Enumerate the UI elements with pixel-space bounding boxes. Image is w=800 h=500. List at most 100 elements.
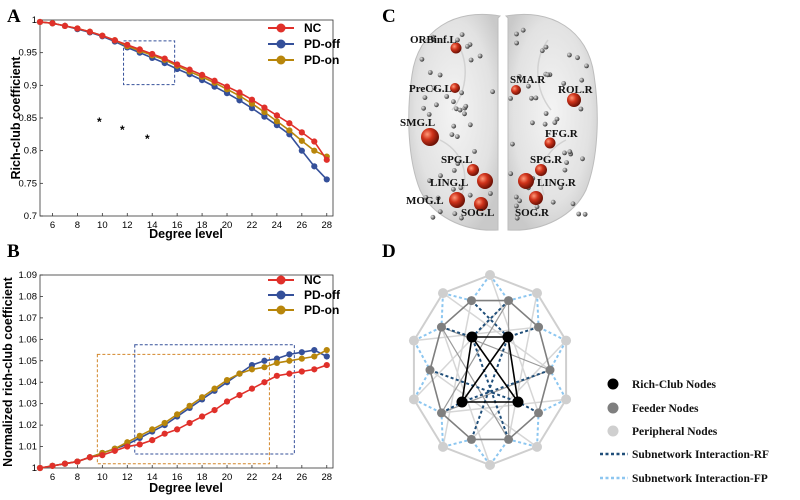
x-tick-label: 24 — [272, 220, 283, 231]
brain-gray-node — [421, 105, 426, 111]
brain-gray-node — [430, 34, 436, 40]
data-point-nc — [74, 458, 81, 465]
panel-a-highlight-box — [123, 40, 176, 86]
legend-b-pd-off-label: PD-off — [304, 288, 341, 302]
brain-gray-node — [514, 40, 519, 46]
data-point-nc — [248, 385, 256, 392]
brain-gray-node — [438, 173, 443, 179]
data-point-nc — [149, 437, 156, 444]
data-point-pd-off — [298, 147, 305, 154]
y-tick-label: 0.9 — [24, 80, 37, 91]
fp-edge — [508, 438, 538, 448]
peripheral-node — [437, 441, 448, 452]
panel-a-ylabel: Rich-club coefficient — [9, 56, 23, 180]
feeder-node — [504, 296, 514, 306]
peripheral-edge — [413, 398, 444, 448]
brain-gray-node — [435, 195, 441, 201]
feeder-node — [425, 365, 435, 375]
data-point-nc — [311, 138, 318, 145]
legend-feeder-label: Feeder Nodes — [632, 403, 699, 415]
x-tick-label: 8 — [75, 472, 80, 483]
panel-a-letter: A — [7, 6, 21, 27]
brain-gray-node — [451, 168, 457, 173]
data-point-nc — [124, 443, 131, 450]
feeder-edge — [508, 299, 540, 328]
rich-club-edge — [461, 336, 509, 403]
y-tick-label: 1.09 — [19, 270, 38, 281]
brain-gray-node — [517, 198, 522, 204]
legend-b-pd-on: PD-on — [268, 303, 339, 317]
brain-gray-node — [419, 56, 425, 62]
data-point-pd-on — [136, 432, 143, 439]
brain-gray-node — [453, 106, 459, 112]
panel-b-legend: NC PD-off PD-on — [268, 273, 341, 317]
feeder-edge — [508, 412, 540, 441]
data-point-nc — [174, 426, 181, 433]
data-point-nc — [136, 441, 143, 448]
peripheral-edge — [507, 293, 538, 440]
x-tick-label: 20 — [222, 220, 233, 231]
y-tick-label: 1.06 — [19, 334, 38, 345]
legend-a-pd-on-marker — [276, 55, 286, 65]
region-label-rol-r: ROL.R — [558, 84, 594, 96]
legend-feeder-marker — [607, 402, 619, 414]
legend-peripheral-label: Peripheral Nodes — [632, 426, 718, 438]
data-point-pd-on — [149, 426, 156, 433]
data-point-pd-on — [286, 127, 293, 134]
x-tick-label: 22 — [247, 220, 258, 231]
feeder-node — [436, 322, 446, 332]
peripheral-node — [485, 460, 495, 470]
feeder-node — [504, 434, 514, 444]
fp-edge — [442, 438, 472, 448]
region-node-orbinf-l — [450, 42, 462, 54]
peripheral-node — [532, 288, 543, 299]
fp-edge — [536, 412, 540, 447]
data-point-nc — [286, 120, 293, 127]
peripheral-edge — [470, 340, 567, 440]
fp-edge — [536, 293, 540, 328]
rich-club-edge — [471, 336, 519, 403]
network-edges — [412, 274, 568, 466]
data-point-nc — [111, 37, 118, 44]
region-node-ffg-r — [544, 137, 556, 149]
brain-gray-node — [575, 55, 580, 61]
fp-edge — [549, 369, 567, 400]
brain-gray-node — [468, 57, 474, 63]
y-tick-label: 1.03 — [19, 399, 38, 410]
data-point-nc — [323, 361, 330, 369]
panel-a-x-ticks: 6 8 10 12 14 16 18 20 22 24 26 28 — [50, 213, 332, 231]
data-point-nc — [36, 464, 44, 472]
feeder-edge — [440, 300, 510, 414]
data-point-nc — [99, 452, 106, 459]
peripheral-node — [408, 335, 419, 346]
y-tick-label: 0.95 — [19, 48, 38, 59]
data-point-nc — [186, 419, 193, 427]
x-tick-label: 16 — [172, 220, 183, 231]
panel-b-series — [36, 346, 330, 472]
data-point-pd-on — [298, 137, 305, 144]
series-line-pd-off — [39, 349, 328, 469]
data-point-pd-on — [248, 366, 256, 373]
brain-gray-node — [459, 215, 464, 221]
region-node-smg-l — [421, 128, 439, 146]
peripheral-node — [561, 335, 572, 346]
brain-gray-node — [451, 99, 456, 105]
panel-a-frame — [39, 19, 334, 217]
panel-a-y-ticks: 1 0.95 0.9 0.85 0.8 0.75 0.7 — [19, 15, 43, 222]
legend-a-pd-on: PD-on — [268, 53, 339, 67]
brain-gray-node — [430, 214, 436, 220]
brain-gray-node — [508, 171, 514, 177]
brain-gray-node — [529, 95, 534, 101]
data-point-nc — [124, 41, 131, 48]
region-node-mog-l — [449, 192, 465, 208]
data-point-nc — [273, 372, 280, 379]
data-point-pd-on — [223, 376, 231, 384]
rich-club-edge — [507, 336, 519, 403]
data-point-nc — [74, 25, 81, 32]
data-point-pd-off — [261, 113, 268, 120]
peripheral-edge — [442, 274, 491, 295]
x-tick-label: 26 — [297, 220, 308, 231]
brain-region-labels: ORBinf.L PreCG.L SMA.R ROL.R SMG.L FFG.R… — [400, 34, 594, 219]
panel-b-frame — [39, 274, 334, 469]
feeder-edge — [429, 369, 443, 414]
